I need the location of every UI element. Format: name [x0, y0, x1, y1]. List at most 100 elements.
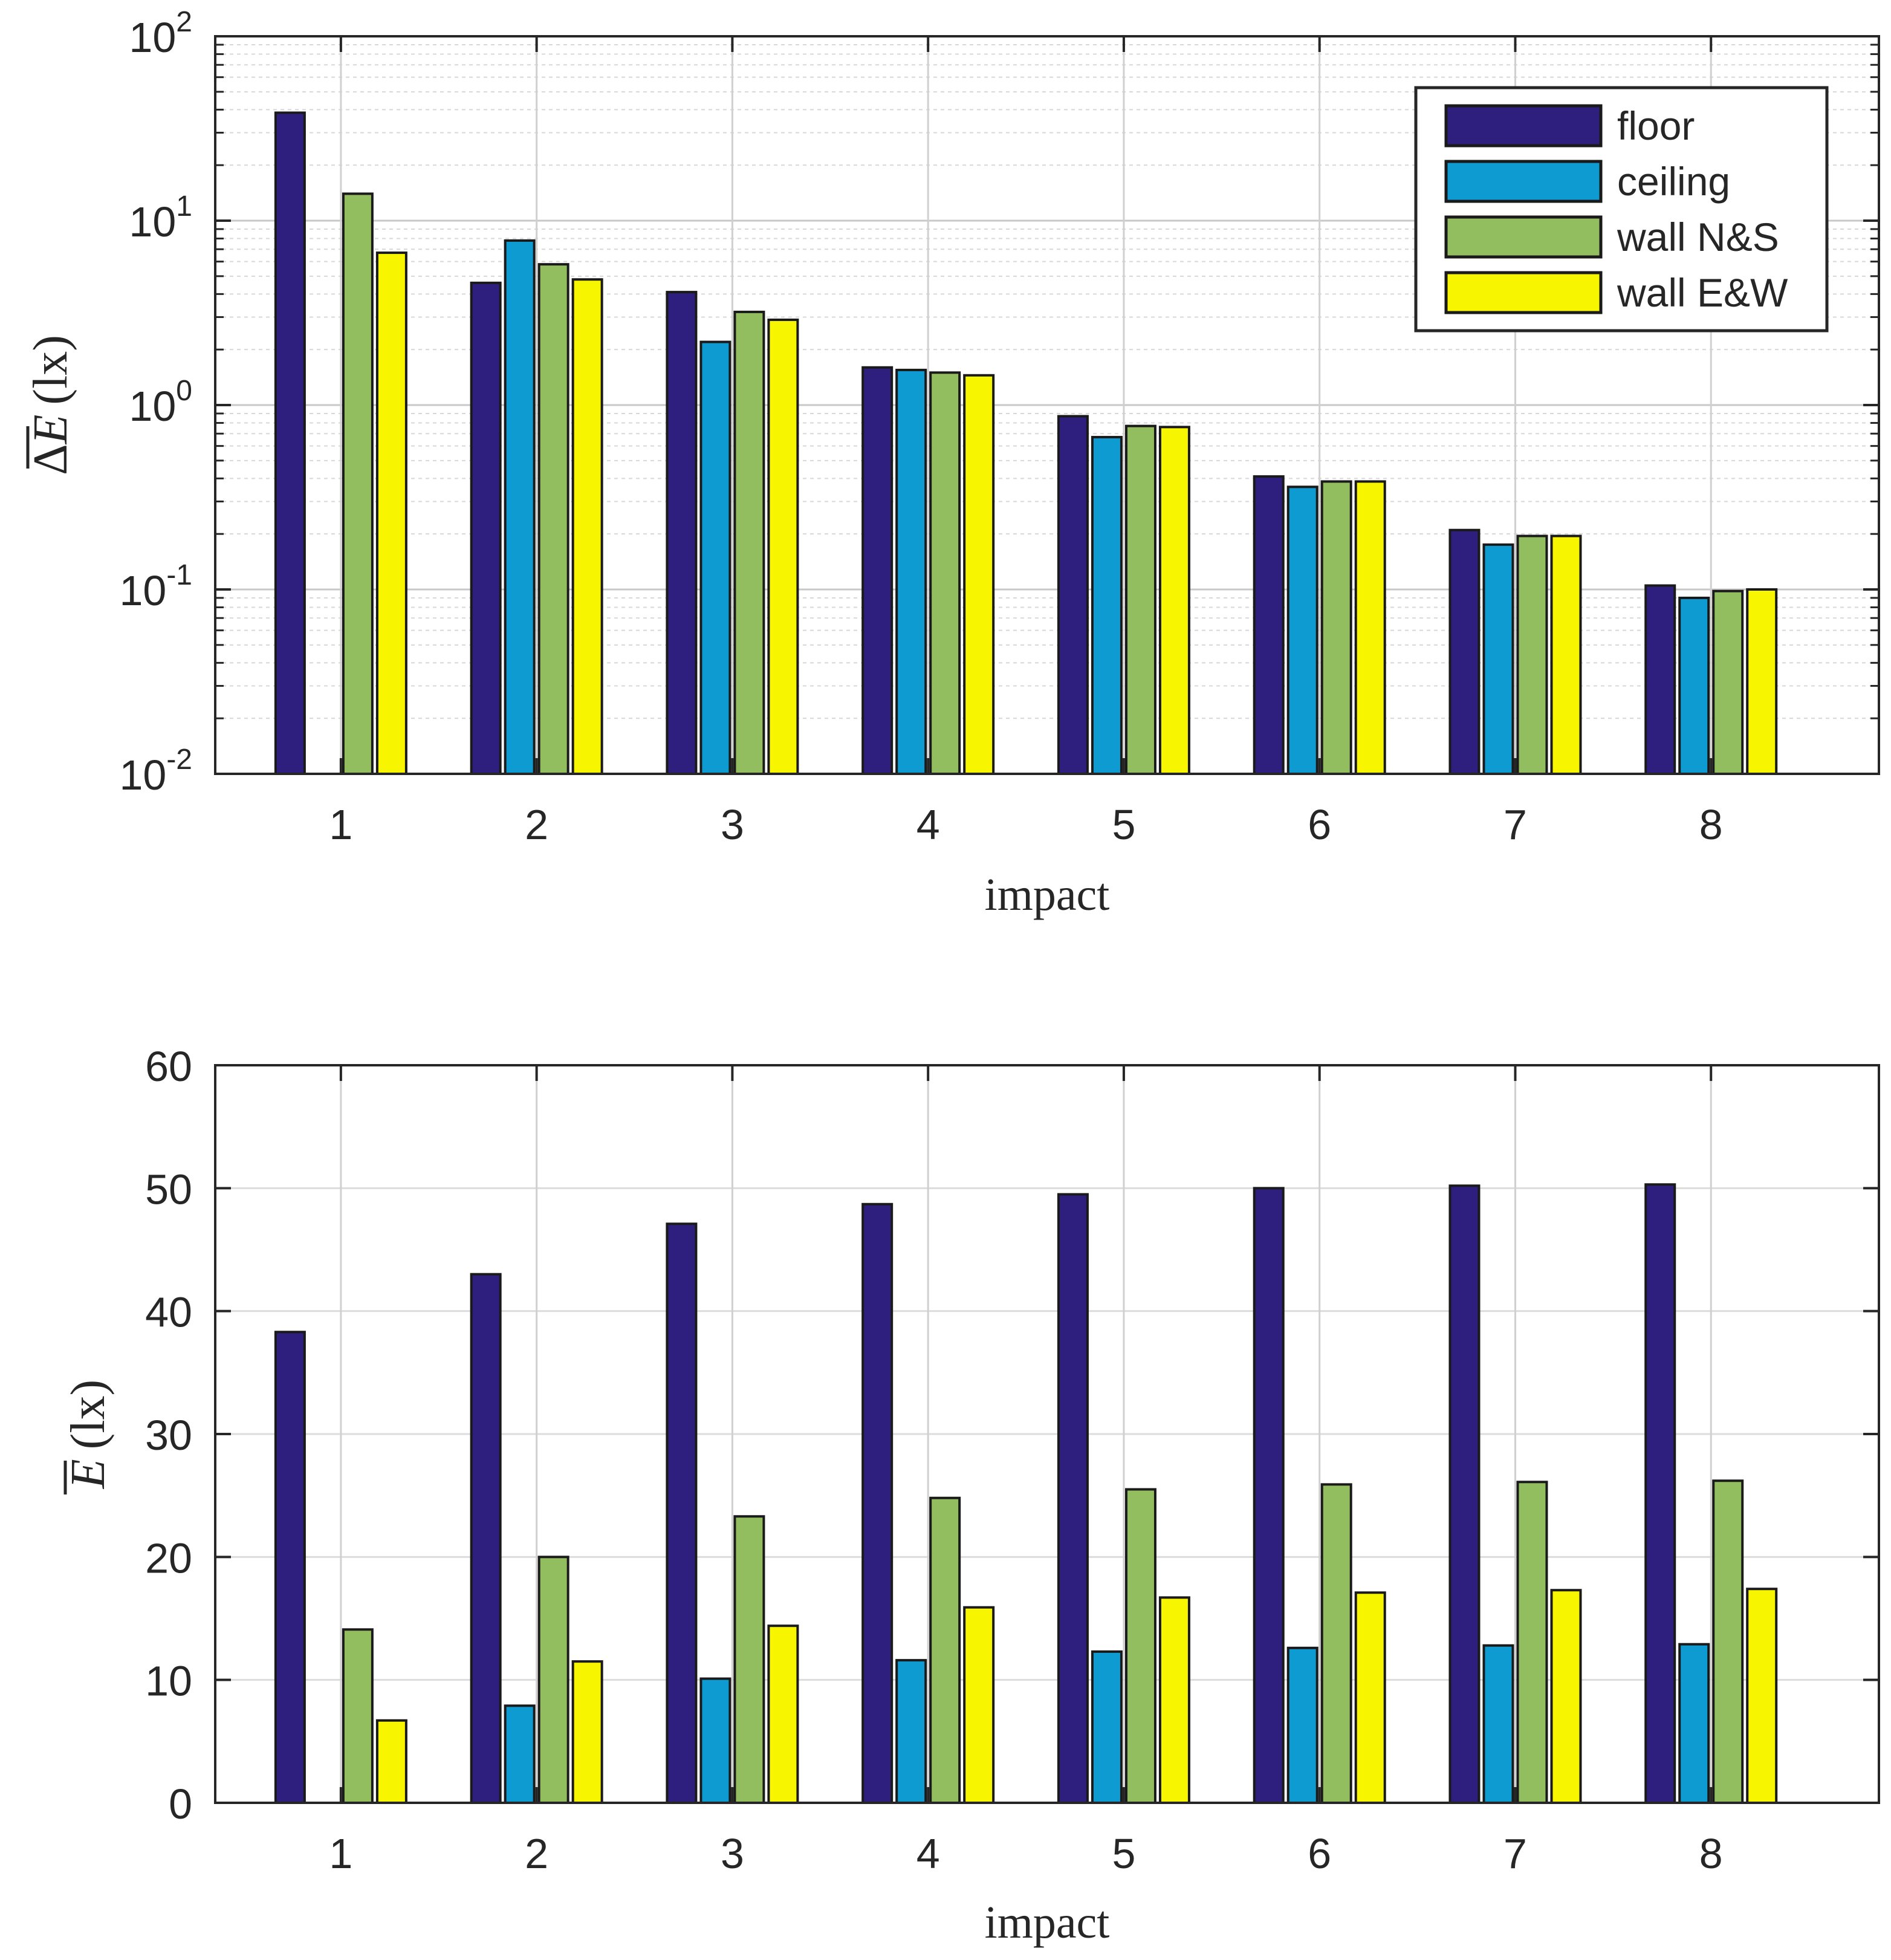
y-tick-label: 50	[145, 1166, 192, 1213]
bottom-y-tick-labels: 0 10 20 30 40 50 60	[145, 1043, 192, 1828]
x-tick-label: 3	[721, 801, 744, 848]
bar-ceiling	[504, 1704, 536, 1805]
x-tick-label: 4	[916, 1830, 940, 1877]
bar-floor	[1057, 415, 1089, 775]
unit-label: (lx)	[62, 1380, 115, 1450]
bar-wall-n-s	[1712, 589, 1744, 775]
bottom-x-axis-label: impact	[985, 1897, 1110, 1948]
bottom-x-tick-labels: 1 2 3 4 5 6 7 8	[329, 1830, 1722, 1877]
y-tick-label: 100	[129, 375, 192, 430]
bar-floor	[274, 111, 306, 776]
bar-wall-e-w	[571, 1660, 603, 1805]
bar-ceiling	[1091, 1650, 1123, 1804]
legend-swatch	[1444, 104, 1603, 148]
legend-label: wall E&W	[1617, 270, 1788, 315]
bar-wall-e-w	[1550, 1589, 1582, 1805]
linear-bar-chart: 0 10 20 30 40 50 60 1 2 3 4 5 6 7 8 impact E (lx)	[62, 1043, 1880, 1948]
bar-floor	[666, 291, 698, 775]
bar-wall-e-w	[1746, 588, 1778, 775]
svg-text:E(lx): E (lx)	[62, 1380, 115, 1489]
bar-wall-n-s	[733, 1515, 765, 1805]
legend-label: ceiling	[1617, 159, 1730, 204]
top-y-tick-labels: 10-2 10-1 100 101 102	[119, 6, 192, 799]
bar-wall-n-s	[1124, 1488, 1156, 1804]
top-ticks	[215, 35, 1879, 775]
x-tick-label: 8	[1699, 1830, 1723, 1877]
log-bar-chart: 10-2 10-1 100 101 102 1 2 3 4 5 6 7 8 impact ΔE (lx)…	[24, 6, 1880, 920]
bar-wall-n-s	[537, 1556, 569, 1804]
bar-wall-e-w	[767, 1624, 799, 1804]
legend-swatch	[1444, 271, 1603, 314]
bar-floor	[470, 1273, 502, 1805]
legend-label: wall N&S	[1617, 215, 1779, 259]
bar-floor	[1448, 1184, 1481, 1805]
bar-ceiling	[1286, 1646, 1319, 1805]
bar-floor	[274, 1331, 306, 1805]
y-tick-label: 40	[145, 1289, 192, 1336]
svg-text:ΔE(lx): ΔE (lx)	[24, 335, 77, 475]
y-tick-label: 60	[145, 1043, 192, 1090]
bar-wall-n-s	[929, 1496, 961, 1805]
bar-wall-e-w	[1354, 480, 1386, 775]
bar-floor	[1644, 584, 1676, 776]
x-tick-label: 5	[1112, 801, 1135, 848]
bar-floor	[666, 1222, 698, 1805]
bar-wall-e-w	[375, 1719, 407, 1804]
bar-wall-e-w	[767, 318, 799, 775]
y-tick-label: 0	[169, 1780, 192, 1828]
bar-ceiling	[1286, 485, 1319, 776]
legend-label: floor	[1617, 103, 1695, 148]
x-tick-label: 4	[916, 801, 940, 848]
delta-symbol: Δ	[24, 444, 77, 475]
y-tick-label: 20	[145, 1534, 192, 1582]
x-tick-label: 5	[1112, 1830, 1135, 1877]
bar-wall-n-s	[929, 371, 961, 775]
x-tick-label: 2	[525, 801, 548, 848]
legend: floor ceiling wall N&S wall E&W	[1414, 86, 1829, 333]
top-y-axis-label: ΔE (lx)	[24, 335, 77, 475]
x-tick-label: 6	[1308, 801, 1331, 848]
bar-wall-n-s	[1320, 480, 1352, 775]
bar-floor	[1448, 528, 1481, 776]
top-x-axis-label: impact	[985, 869, 1110, 920]
legend-swatch	[1444, 160, 1603, 203]
y-tick-label: 30	[145, 1412, 192, 1459]
bar-floor	[1253, 1187, 1285, 1805]
bar-wall-e-w	[375, 251, 407, 775]
bar-floor	[861, 366, 894, 775]
e-bar-symbol: E	[62, 1459, 115, 1489]
x-tick-label: 7	[1503, 1830, 1527, 1877]
bar-wall-e-w	[1158, 426, 1190, 775]
bar-wall-e-w	[963, 1606, 995, 1804]
unit-label: (lx)	[24, 335, 77, 405]
bar-wall-n-s	[1516, 534, 1548, 775]
bar-floor	[1057, 1193, 1089, 1804]
bar-wall-e-w	[1746, 1588, 1778, 1804]
bar-wall-n-s	[733, 310, 765, 775]
bar-ceiling	[1482, 543, 1514, 776]
x-tick-label: 1	[329, 801, 352, 848]
x-tick-label: 3	[721, 1830, 744, 1877]
bar-floor	[1644, 1183, 1676, 1804]
top-x-tick-labels: 1 2 3 4 5 6 7 8	[329, 801, 1722, 848]
bar-ceiling	[1091, 436, 1123, 775]
bottom-y-axis-label: E (lx)	[62, 1380, 115, 1494]
bar-ceiling	[895, 1659, 927, 1804]
e-bar-symbol: E	[24, 415, 77, 445]
bottom-bars	[274, 1183, 1778, 1805]
bar-wall-n-s	[1320, 1483, 1352, 1805]
bar-floor	[861, 1202, 894, 1805]
bar-ceiling	[1482, 1644, 1514, 1805]
x-tick-label: 6	[1308, 1830, 1331, 1877]
y-tick-label: 10	[145, 1658, 192, 1705]
bar-wall-e-w	[1158, 1596, 1190, 1805]
x-tick-label: 2	[525, 1830, 548, 1877]
bottom-ticks	[215, 1064, 1879, 1804]
bar-wall-e-w	[963, 374, 995, 775]
bar-floor	[1253, 475, 1285, 776]
bar-wall-n-s	[1124, 424, 1156, 775]
x-tick-label: 1	[329, 1830, 352, 1877]
bar-ceiling	[504, 239, 536, 775]
